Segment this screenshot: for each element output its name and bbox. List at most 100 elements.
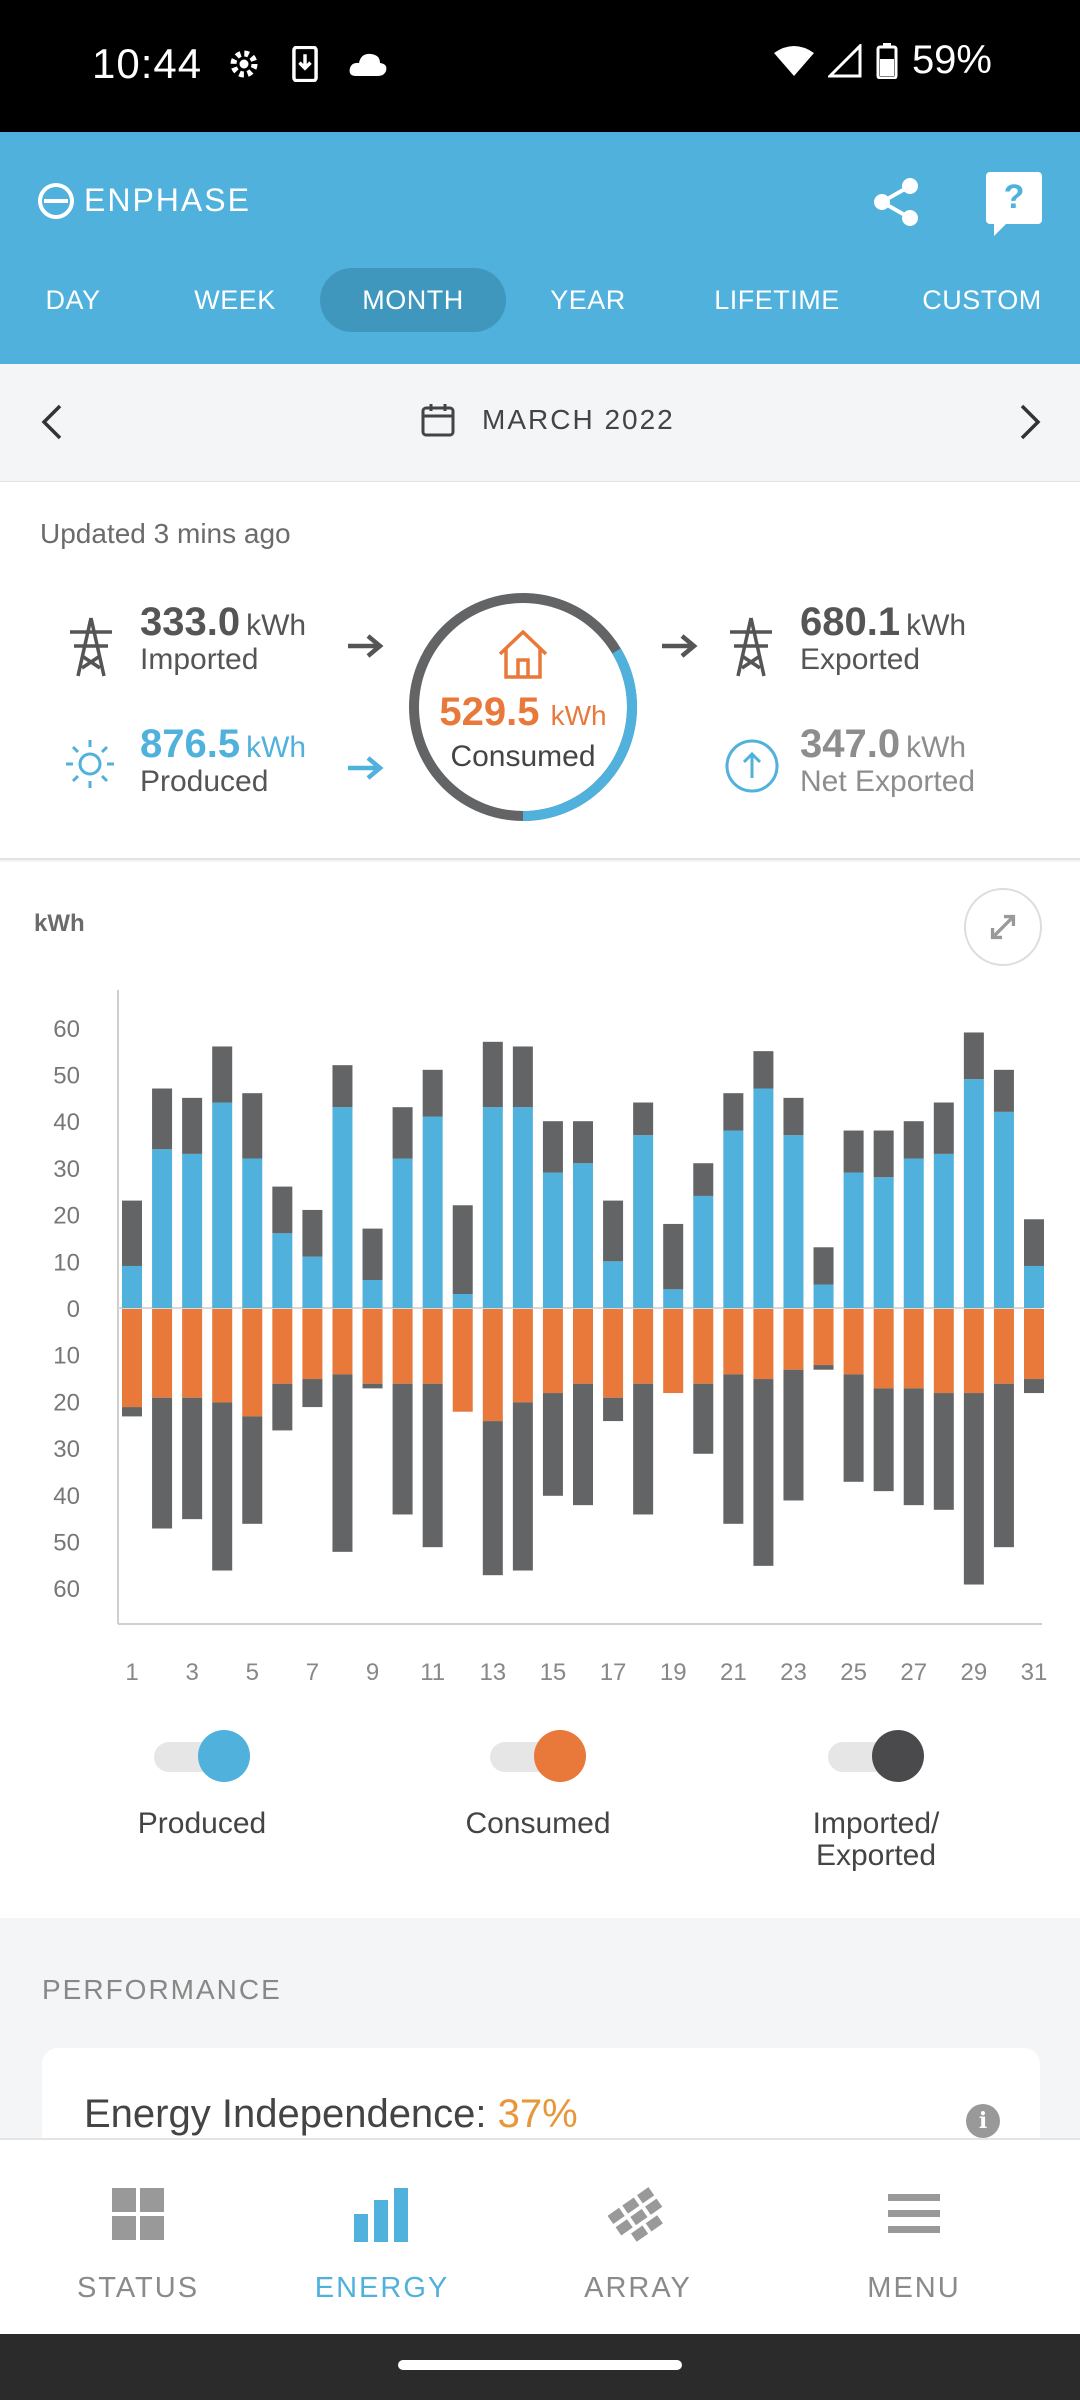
y-tick-label: 30: [53, 1436, 80, 1463]
imported-bar: [392, 1383, 413, 1515]
calendar-icon: [421, 404, 455, 437]
exported-bar: [392, 1107, 413, 1159]
wifi-icon: [773, 45, 814, 76]
produced-bar: [212, 1102, 233, 1308]
produced-bar: [963, 1079, 984, 1308]
help-button[interactable]: ?: [986, 172, 1042, 236]
consumed-bar: [723, 1309, 744, 1375]
imported-bar: [573, 1383, 593, 1506]
tab-year[interactable]: YEAR: [550, 285, 626, 315]
imported-bar: [783, 1369, 804, 1501]
exported-bar: [573, 1121, 593, 1164]
brand-name: ENPHASE: [84, 182, 251, 218]
nav-status[interactable]: STATUS: [38, 2184, 238, 2305]
produced-toggle[interactable]: [154, 1730, 250, 1782]
x-tick-label: 19: [660, 1659, 687, 1686]
x-tick-label: 17: [600, 1659, 627, 1686]
produced-bar: [542, 1172, 563, 1308]
help-glyph: ?: [1003, 178, 1025, 216]
consumed-bar: [332, 1309, 353, 1375]
home-indicator[interactable]: [398, 2360, 682, 2370]
settings-icon: [230, 50, 258, 78]
signal-icon: [827, 43, 862, 77]
imported-bar: [332, 1374, 353, 1552]
consumed-bar: [753, 1309, 774, 1380]
expand-chart-button[interactable]: [964, 888, 1042, 966]
exported-bar: [242, 1093, 263, 1159]
menu-icon: [888, 2194, 940, 2233]
produced-bar: [152, 1149, 173, 1308]
produced-bar: [663, 1289, 684, 1308]
tab-day[interactable]: DAY: [45, 285, 101, 315]
produced-bar: [512, 1107, 533, 1308]
produced-bar: [813, 1284, 834, 1308]
produced-bar: [422, 1116, 443, 1308]
consumption-ring: [409, 593, 637, 821]
exported-stat: 680.1 kWh Exported: [800, 600, 966, 675]
legend-imported-exported: Imported/ Exported: [766, 1730, 986, 1872]
previous-month-button[interactable]: [32, 400, 76, 444]
imported-bar: [272, 1383, 293, 1431]
x-tick-label: 7: [306, 1659, 319, 1686]
produced-bar: [933, 1153, 954, 1308]
imported-bar: [603, 1397, 624, 1422]
tab-custom[interactable]: CUSTOM: [922, 285, 1042, 315]
y-tick-label: 60: [53, 1576, 80, 1603]
imported-bar: [542, 1393, 563, 1496]
consumed-toggle[interactable]: [490, 1730, 586, 1782]
exported-bar: [963, 1032, 984, 1080]
consumed-bar: [813, 1309, 834, 1366]
produced-bar: [452, 1293, 473, 1308]
share-icon[interactable]: [868, 174, 924, 230]
net-exported-unit: kWh: [906, 731, 967, 764]
produced-bar: [332, 1107, 353, 1308]
exported-bar: [873, 1130, 894, 1178]
consumed-label: Consumed: [450, 740, 596, 773]
exported-bar: [693, 1163, 714, 1196]
produced-bar: [362, 1279, 383, 1308]
nav-menu[interactable]: MENU: [814, 2184, 1014, 2305]
next-month-button[interactable]: [1006, 400, 1050, 444]
selected-period: MARCH 2022: [482, 404, 675, 435]
y-tick-label: 50: [53, 1530, 80, 1557]
consumed-bar: [212, 1309, 233, 1403]
produced-bar: [392, 1158, 413, 1308]
tab-month[interactable]: MONTH: [320, 268, 506, 332]
nav-energy[interactable]: ENERGY: [282, 2184, 482, 2305]
exported-bar: [843, 1130, 864, 1173]
imported-bar: [302, 1379, 323, 1408]
produced-stat: 876.5 kWh Produced: [140, 722, 306, 797]
exported-value: 680.1: [800, 600, 901, 644]
imported-bar: [1024, 1379, 1044, 1394]
produced-bar: [272, 1233, 293, 1308]
consumed-bar: [963, 1309, 984, 1394]
y-tick-label: 10: [53, 1343, 80, 1370]
tab-week[interactable]: WEEK: [194, 285, 276, 315]
bottom-navigation: STATUS ENERGY ARRAY MENU: [0, 2138, 1080, 2334]
date-picker[interactable]: MARCH 2022: [420, 402, 675, 438]
consumed-bar: [633, 1309, 654, 1384]
produced-unit: kWh: [246, 731, 307, 764]
consumed-bar: [482, 1309, 503, 1422]
exported-bar: [1024, 1219, 1044, 1266]
imported-bar: [422, 1383, 443, 1548]
imported-exported-toggle[interactable]: [828, 1730, 924, 1782]
info-icon[interactable]: i: [966, 2104, 1000, 2138]
x-tick-label: 9: [366, 1659, 379, 1686]
consumed-bar: [843, 1309, 864, 1375]
consumed-bar: [362, 1309, 383, 1384]
imported-bar: [813, 1365, 834, 1370]
produced-bar: [693, 1195, 714, 1308]
nav-array-label: ARRAY: [584, 2272, 692, 2304]
exported-bar: [302, 1209, 323, 1257]
x-tick-label: 11: [420, 1659, 445, 1686]
produced-label: Produced: [140, 765, 269, 798]
x-tick-label: 1: [125, 1659, 138, 1686]
imported-bar: [753, 1379, 774, 1566]
grid-tower-icon: [730, 617, 772, 677]
tab-lifetime[interactable]: LIFETIME: [714, 285, 840, 315]
imported-bar: [843, 1374, 864, 1482]
status-icons: [226, 46, 388, 82]
exported-bar: [933, 1102, 954, 1154]
nav-array[interactable]: ARRAY: [538, 2184, 738, 2305]
